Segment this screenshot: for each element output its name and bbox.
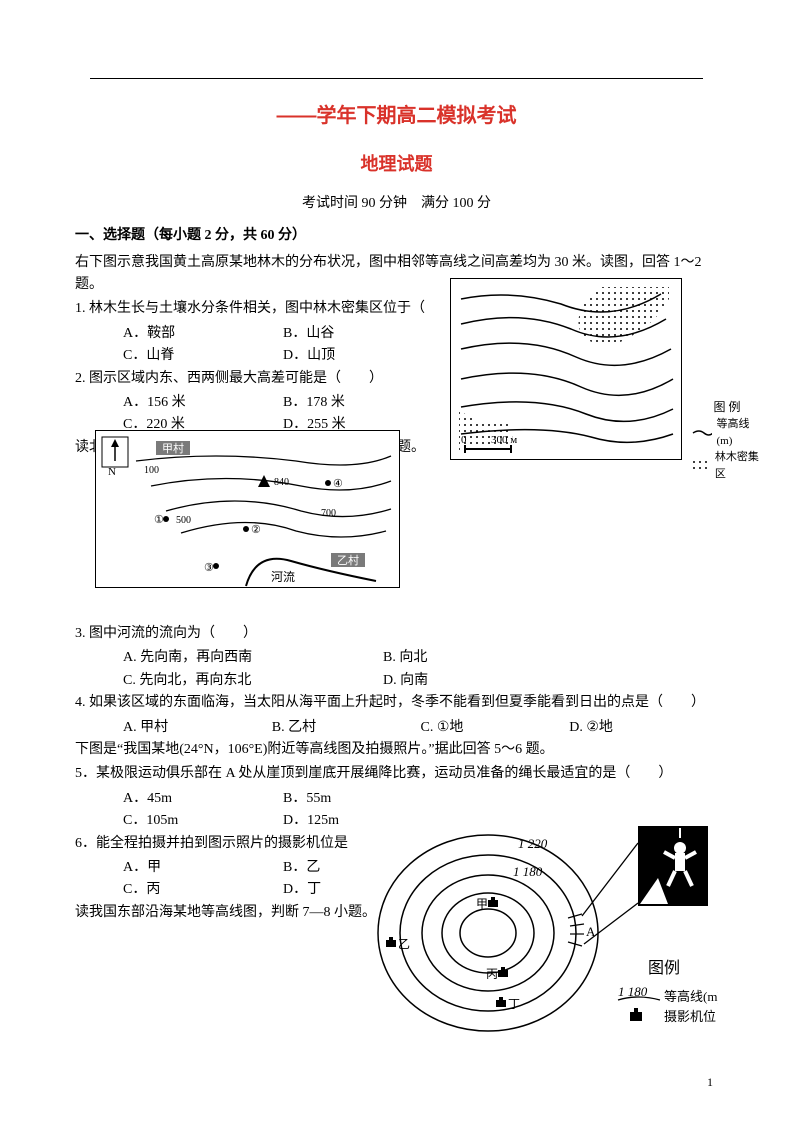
svg-text:丙: 丙 [486, 967, 498, 981]
legend-title: 图 例 [692, 398, 762, 416]
q2-opt-b: B．178 米 [283, 392, 443, 414]
q4-opt-a: A. 甲村 [123, 717, 272, 739]
q5-opt-b: B．55m [283, 788, 443, 810]
q1-opt-b: B．山谷 [283, 323, 443, 345]
village-yi: 乙村 [337, 553, 359, 567]
legend56-camera: 摄影机位 [664, 1009, 716, 1024]
figure-q5-q6: 1 220 1 180 A 甲 乙 丙 丁 [368, 808, 718, 1048]
page-number: 1 [707, 1073, 713, 1092]
village-jia: 甲村 [162, 441, 184, 455]
exam-subtitle: 地理试题 [75, 150, 718, 179]
contour-svg-1: 0 300 м [451, 279, 683, 461]
contour-svg-3: 1 220 1 180 A 甲 乙 丙 丁 [368, 808, 718, 1048]
q5-opt-a: A．45m [123, 788, 283, 810]
q4-opt-d: D. ②地 [569, 717, 718, 739]
top-rule [90, 78, 703, 79]
q3-opt-d: D. 向南 [383, 670, 643, 692]
exam-title: ——学年下期高二模拟考试 [75, 100, 718, 132]
figure-q1-q2-map: 0 300 м [450, 278, 682, 460]
q6-opt-a: A．甲 [123, 857, 283, 879]
q4-stem: 4. 如果该区域的东面临海，当太阳从海平面上升起时，冬季不能看到但夏季能看到日出… [75, 692, 718, 714]
peak-840: 840 [274, 477, 289, 488]
svg-text:甲: 甲 [476, 897, 488, 911]
figure-q3-q4-map: N 甲村 乙村 100 500 700 840 ① ② ③ ④ 河流 [95, 430, 400, 588]
q3-options: A. 先向南，再向西南 B. 向北 C. 先向北，再向东北 D. 向南 [75, 647, 718, 692]
svg-text:③: ③ [204, 562, 214, 574]
svg-text:乙: 乙 [398, 937, 410, 951]
scale-300: 300 м [491, 434, 517, 446]
svg-text:②: ② [251, 524, 261, 536]
legend-contour-label: 等高线(m) [716, 416, 762, 449]
svg-text:1 220: 1 220 [518, 836, 548, 851]
q5-stem: 5．某极限运动俱乐部在 A 处从崖顶到崖底开展绳降比赛，运动员准备的绳长最适宜的… [75, 763, 718, 785]
q3-opt-c: C. 先向北，再向东北 [123, 670, 383, 692]
legend-forest-label: 林木密集区 [715, 449, 762, 482]
svg-text:100: 100 [144, 465, 159, 476]
svg-text:1 180: 1 180 [513, 864, 543, 879]
contour-svg-2: N 甲村 乙村 100 500 700 840 ① ② ③ ④ 河流 [96, 431, 401, 589]
exam-meta: 考试时间 90 分钟 满分 100 分 [75, 193, 718, 215]
river-label: 河流 [271, 570, 295, 584]
svg-text:丁: 丁 [508, 997, 520, 1011]
intro-q5-q6: 下图是“我国某地(24°N，106°E)附近等高线图及拍摄照片。”据此回答 5～… [75, 739, 718, 761]
svg-text:N: N [108, 466, 116, 478]
legend56-contour: 等高线(m) [664, 989, 718, 1004]
q2-opt-a: A．156 米 [123, 392, 283, 414]
q4-opt-b: B. 乙村 [272, 717, 421, 739]
svg-text:500: 500 [176, 515, 191, 526]
q3-opt-b: B. 向北 [383, 647, 643, 669]
q1-opt-d: D．山顶 [283, 345, 443, 367]
q3-opt-a: A. 先向南，再向西南 [123, 647, 383, 669]
legend56-title: 图例 [648, 959, 680, 977]
q1-opt-c: C．山脊 [123, 345, 283, 367]
q6-opt-c: C．丙 [123, 879, 283, 901]
q1-opt-a: A．鞍部 [123, 323, 283, 345]
q5-opt-c: C．105m [123, 810, 283, 832]
figure-q1-q2-legend: 图 例 等高线(m) 林木密集区 [692, 398, 762, 482]
q3-stem: 3. 图中河流的流向为（ ） [75, 623, 718, 645]
svg-text:④: ④ [333, 478, 343, 490]
svg-text:700: 700 [321, 508, 336, 519]
q4-opt-c: C. ①地 [421, 717, 570, 739]
svg-text:①: ① [154, 514, 164, 526]
q4-options: A. 甲村 B. 乙村 C. ①地 D. ②地 [75, 717, 718, 739]
section-1-heading: 一、选择题（每小题 2 分，共 60 分） [75, 225, 718, 247]
scale-0: 0 [461, 434, 467, 446]
